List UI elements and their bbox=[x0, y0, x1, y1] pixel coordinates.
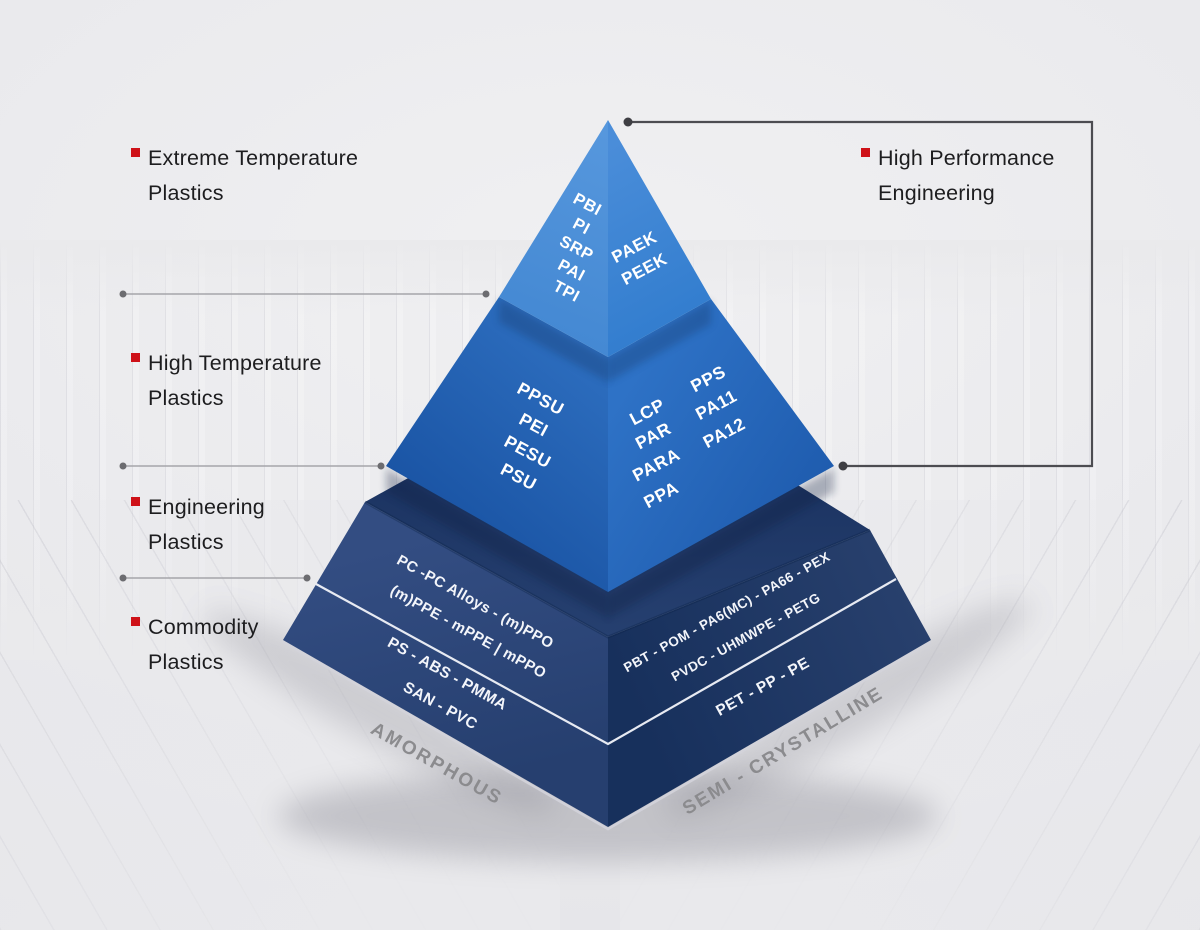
bullet-icon bbox=[131, 353, 140, 362]
bullet-icon bbox=[131, 617, 140, 626]
callout-line2: Plastics bbox=[148, 181, 224, 205]
callout-extreme-temperature: Extreme Temperature Plastics bbox=[131, 141, 359, 211]
callout-line2: Plastics bbox=[148, 530, 224, 554]
bullet-icon bbox=[131, 148, 140, 157]
callout-line1: Engineering bbox=[148, 495, 265, 519]
bracket-high-performance bbox=[623, 117, 1094, 471]
connector-extreme bbox=[119, 290, 490, 298]
tier-extreme-temperature bbox=[499, 120, 711, 357]
high-temp-left-face bbox=[386, 297, 608, 592]
callout-high-performance: High Performance Engineering bbox=[861, 141, 1055, 211]
callout-line2: Plastics bbox=[148, 386, 224, 410]
high-temp-right-face bbox=[608, 299, 834, 592]
callout-line1: High Performance bbox=[878, 146, 1055, 170]
callout-line1: High Temperature bbox=[148, 351, 322, 375]
bullet-icon bbox=[861, 148, 870, 157]
band-divider-line bbox=[315, 578, 897, 746]
slab-left-band bbox=[283, 502, 608, 827]
callout-line2: Engineering bbox=[878, 181, 995, 205]
bullet-icon bbox=[131, 497, 140, 506]
tier-high-temperature bbox=[386, 297, 834, 592]
callout-line1: Extreme Temperature bbox=[148, 146, 359, 170]
connector-high-temp bbox=[119, 462, 385, 470]
callout-line2: Plastics bbox=[148, 650, 224, 674]
callout-engineering: Engineering Plastics bbox=[131, 490, 265, 560]
callout-high-temperature: High Temperature Plastics bbox=[131, 346, 322, 416]
connector-engineering bbox=[119, 574, 311, 582]
extreme-right-face bbox=[608, 120, 711, 357]
svg-text:PI: PI bbox=[570, 215, 593, 239]
callout-line1: Commodity bbox=[148, 615, 259, 639]
extreme-left-face bbox=[499, 120, 608, 357]
callout-commodity: Commodity Plastics bbox=[131, 610, 259, 680]
